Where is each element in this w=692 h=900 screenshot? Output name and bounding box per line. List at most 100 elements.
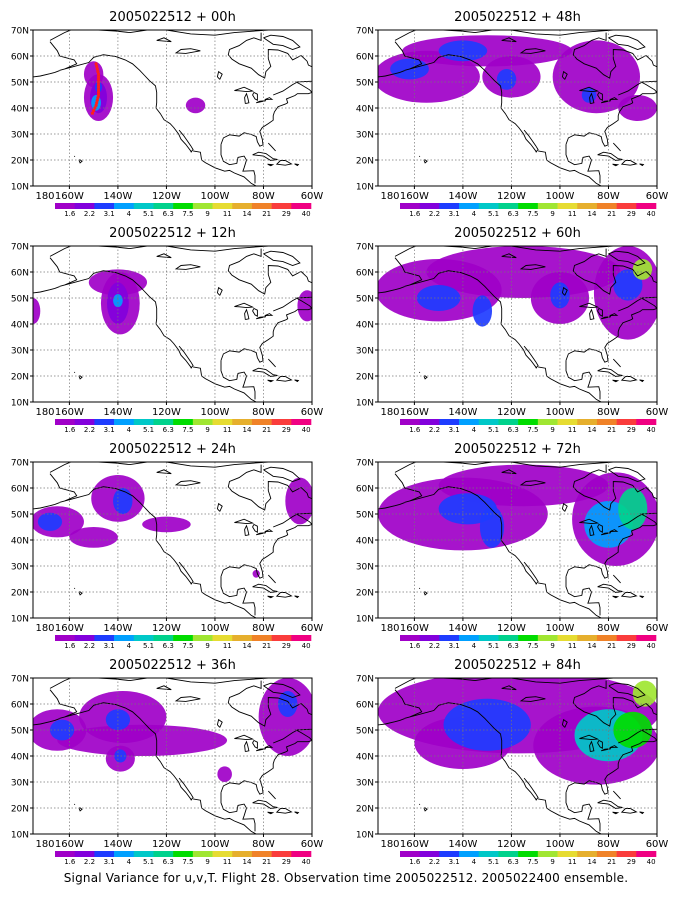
map-panel: 2005022512 + 24h 180 160W 140W 120W 100W 80W 60… [11, 442, 324, 650]
coastline [294, 163, 300, 167]
colorbar-swatch [498, 635, 519, 641]
colorbar-swatch [55, 635, 75, 641]
x-tick-label: 100W [545, 623, 574, 634]
coastline [597, 799, 623, 809]
y-tick-label: 40N [356, 105, 374, 115]
coastline [220, 360, 256, 400]
y-tick-label: 60N [356, 701, 374, 711]
coastline [572, 680, 647, 727]
colorbar-label: 11 [223, 210, 232, 218]
y-tick-label: 20N [356, 373, 374, 383]
coastline [608, 466, 646, 482]
colorbar-label: 21 [262, 858, 271, 866]
colorbar-label: 40 [647, 642, 656, 650]
coastline [73, 803, 76, 805]
gridlines [378, 678, 657, 834]
colorbar-label: 21 [607, 210, 616, 218]
coastline [252, 523, 258, 533]
colorbar-label: 7.5 [182, 426, 193, 434]
colorbar-swatch [232, 203, 253, 209]
coastline [394, 678, 614, 689]
colorbar-swatch [596, 419, 617, 425]
colorbar-label: 29 [282, 210, 291, 218]
colorbar-label: 1.6 [409, 858, 421, 866]
coastline [227, 248, 302, 295]
coastline [597, 367, 623, 377]
track-point [96, 77, 101, 81]
colorbar-label: 40 [302, 210, 311, 218]
coastline [220, 55, 312, 147]
track-point [96, 80, 101, 84]
track-point [93, 106, 97, 110]
colorbar-label: 4 [472, 858, 477, 866]
coastline [378, 718, 405, 726]
colorbar-label: 3.1 [104, 858, 115, 866]
coastline [193, 582, 257, 618]
colorbar-swatch [596, 203, 617, 209]
colorbar-label: 21 [262, 426, 271, 434]
coastline [561, 718, 568, 728]
coastline [418, 155, 421, 157]
x-tick-label: 180 [380, 623, 399, 634]
coastlines [378, 678, 657, 834]
colorbar-swatch [173, 635, 194, 641]
coastline [589, 524, 595, 537]
x-tick-label: 60W [301, 407, 324, 418]
x-tick-label: 80W [597, 839, 620, 850]
coastline [523, 777, 539, 801]
coastline [234, 518, 255, 525]
map-panel: 2005022512 + 84h 180 160W 140W 120W 100W 80W 60… [356, 658, 669, 866]
x-tick-label: 80W [597, 623, 620, 634]
colorbar-swatch [94, 203, 115, 209]
colorbar-label: 14 [588, 642, 597, 650]
coastline [220, 271, 312, 363]
colorbar-label: 7.5 [182, 210, 193, 218]
coastline [234, 86, 255, 93]
colorbar-label: 14 [588, 210, 597, 218]
colorbar-swatch [153, 635, 174, 641]
colorbar-swatch [537, 419, 558, 425]
x-tick-label: 180 [380, 407, 399, 418]
colorbar-label: 1.6 [64, 642, 76, 650]
x-tick-label: 100W [545, 191, 574, 202]
coastline [639, 379, 645, 383]
colorbar-swatch [439, 203, 460, 209]
coastline [263, 466, 301, 482]
coastline [174, 480, 201, 486]
colorbar-label: 3.1 [449, 858, 460, 866]
coastline [620, 808, 638, 814]
coastline [33, 502, 60, 510]
y-tick-label: 50N [356, 727, 374, 737]
x-tick-label: 140W [103, 191, 132, 202]
coastline [589, 740, 595, 753]
coastline [620, 160, 638, 166]
coastline [608, 34, 646, 50]
coastline [618, 81, 643, 96]
coastline [579, 302, 600, 309]
coastline [618, 729, 643, 744]
coastline [538, 582, 602, 618]
colorbar-swatch [251, 851, 272, 857]
colorbar-swatch [251, 203, 272, 209]
colorbar-swatch [212, 419, 233, 425]
coastline [275, 160, 293, 166]
colorbar-swatch [459, 635, 480, 641]
coastline [565, 576, 601, 616]
colorbar-swatch [271, 203, 292, 209]
colorbar-swatch [55, 203, 75, 209]
x-tick-label: 160W [400, 623, 429, 634]
colorbar-label: 6.3 [508, 642, 519, 650]
coastline [565, 55, 657, 147]
coastline [263, 682, 301, 698]
y-tick-label: 10N [356, 615, 374, 625]
x-tick-label: 140W [448, 623, 477, 634]
colorbar-swatch [94, 851, 115, 857]
coastline [378, 286, 405, 294]
gridlines [378, 462, 657, 618]
y-tick-label: 40N [356, 753, 374, 763]
colorbar-label: 1.6 [64, 210, 76, 218]
coastline [519, 48, 546, 54]
coastline [394, 30, 614, 41]
colorbar-swatch [291, 851, 312, 857]
colorbar-swatch [55, 419, 75, 425]
